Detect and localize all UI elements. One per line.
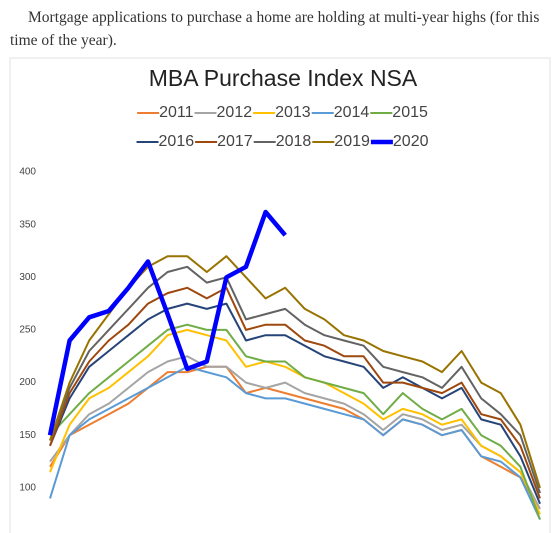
y-tick-label: 300 — [19, 272, 36, 283]
y-tick-label: 100 — [19, 483, 36, 494]
series-line — [49, 265, 541, 494]
series-line — [49, 302, 541, 505]
legend-label: 2016 — [159, 133, 195, 150]
series-line — [49, 355, 541, 510]
legend-label: 2017 — [217, 133, 253, 150]
series-line — [49, 365, 541, 520]
y-tick-label: 250 — [19, 325, 36, 336]
series-line — [49, 323, 541, 520]
legend-label: 2018 — [276, 133, 312, 150]
y-tick-label: 150 — [19, 430, 36, 441]
intro-text: Mortgage applications to purchase a home… — [10, 9, 540, 49]
y-tick-label: 400 — [19, 167, 36, 178]
legend-label: 2014 — [334, 104, 370, 121]
series-line — [49, 328, 541, 515]
legend-label: 2020 — [393, 133, 429, 150]
chart-frame — [9, 57, 551, 533]
series-line — [49, 286, 541, 499]
legend-label: 2012 — [217, 104, 253, 121]
series-line — [47, 209, 287, 436]
legend-label: 2019 — [334, 133, 370, 150]
y-tick-label: 350 — [19, 219, 36, 230]
chart-title: MBA Purchase Index NSA — [149, 65, 418, 91]
legend-label: 2013 — [275, 104, 311, 121]
legend-label: 2011 — [159, 104, 194, 121]
y-tick-label: 200 — [19, 377, 36, 388]
legend-label: 2015 — [392, 104, 428, 121]
